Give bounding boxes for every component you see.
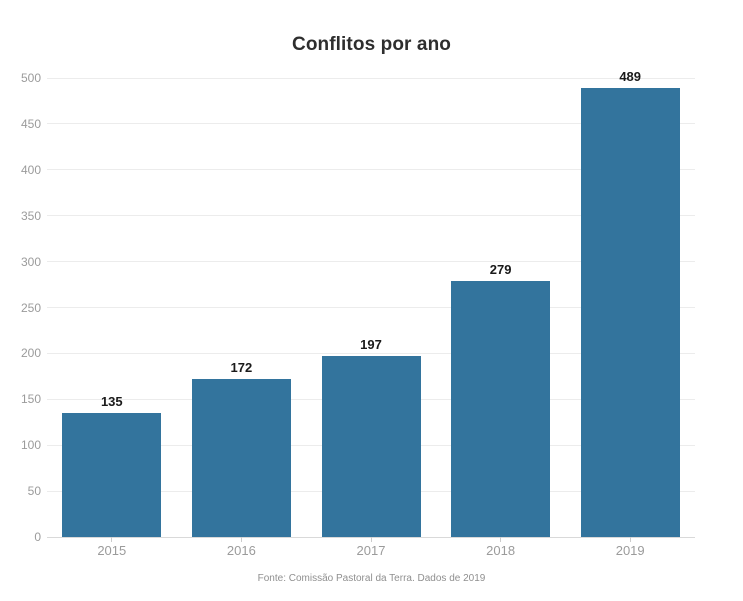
bar-2019	[580, 88, 680, 537]
y-axis-tick-label: 0	[34, 530, 41, 544]
gridline	[47, 215, 695, 217]
x-axis-tick	[240, 537, 242, 542]
y-axis-tick-label: 150	[20, 392, 41, 407]
plot-area: 0 50 100 150 200 250 300 350 400 450 500 135 2015 172…	[21, 70, 695, 557]
bar-2016	[191, 379, 291, 537]
y-axis-tick-label: 100	[20, 438, 41, 453]
gridline	[47, 77, 695, 79]
x-axis-label: 2017	[356, 543, 386, 558]
bar-value-label: 279	[489, 261, 512, 277]
bar-value-label: 172	[230, 360, 253, 376]
bar-2018	[451, 280, 551, 537]
gridline	[47, 123, 695, 125]
x-axis-label: 2016	[226, 543, 256, 558]
y-axis-tick-label: 500	[20, 71, 41, 85]
x-axis-tick	[111, 537, 113, 542]
source-attribution: Fonte: Comissão Pastoral da Terra. Dados…	[257, 573, 486, 584]
y-axis-tick-label: 200	[20, 346, 41, 361]
bar-value-label: 197	[360, 337, 382, 353]
gridline	[47, 307, 695, 308]
gridline	[47, 169, 695, 171]
y-axis-tick-label: 350	[20, 208, 41, 223]
x-axis-tick	[370, 537, 372, 542]
bar-value-label: 489	[619, 69, 642, 85]
gridline	[47, 261, 695, 263]
bar-value-label: 135	[100, 394, 123, 410]
gridline	[47, 352, 695, 354]
y-axis-tick-label: 250	[20, 300, 41, 315]
x-axis-label: 2018	[486, 543, 516, 558]
y-axis-tick-label: 400	[20, 162, 41, 177]
chart-title: Conflitos por ano	[292, 34, 451, 55]
bar-2015	[62, 413, 162, 537]
x-axis-tick	[629, 537, 631, 542]
x-axis-label: 2019	[615, 543, 645, 558]
y-axis-tick-label: 450	[20, 116, 41, 131]
x-axis-tick	[500, 537, 502, 542]
y-axis-tick-label: 300	[20, 254, 41, 269]
y-axis-tick-label: 50	[27, 484, 41, 499]
x-axis-label: 2015	[97, 543, 127, 558]
bar-2017	[321, 356, 421, 537]
